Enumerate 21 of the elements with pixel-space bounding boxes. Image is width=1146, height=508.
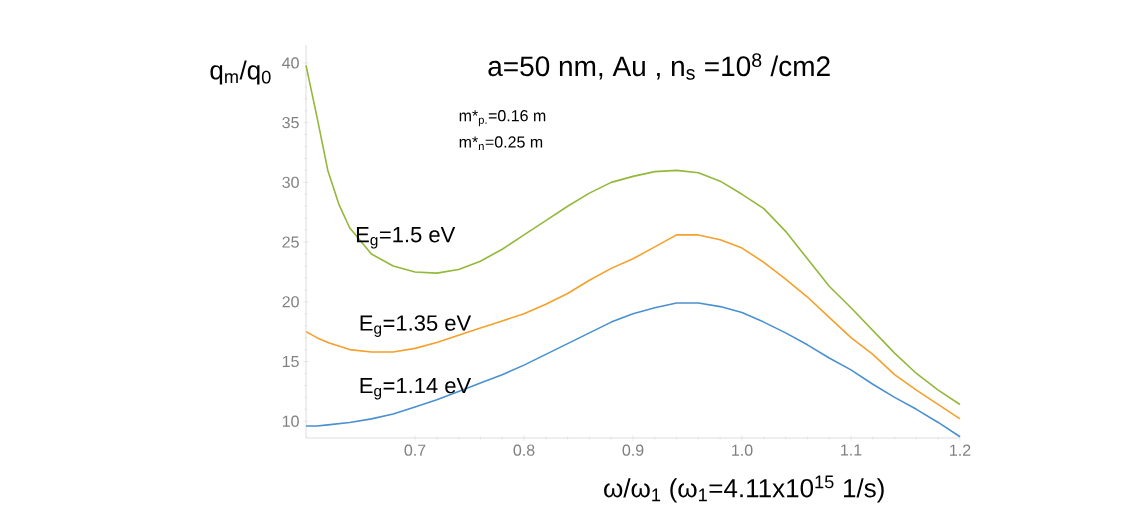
annotation: m*$_{n}$=0.25 m [459, 136, 543, 151]
chart-title: a=50 nm, Au , n$_{s}$ =10$^{8}$ /cm2 [488, 53, 830, 80]
annotation: m*$_{p.}$=0.16 m [459, 110, 546, 127]
x-axis-title: ω/ω$_{1}$ (ω$_{1}$=4.11x10$^{15}$ 1/s) [604, 475, 884, 503]
y-tick-label: 40 [282, 57, 299, 69]
x-tick-label: 1.2 [950, 444, 971, 456]
x-tick-label: 0.7 [404, 444, 426, 456]
x-tick-label: 1.1 [841, 444, 862, 456]
y-tick-label: 25 [282, 236, 299, 248]
y-tick-label: 10 [282, 415, 299, 427]
x-tick-label: 0.9 [622, 444, 644, 456]
y-tick-label: 35 [282, 116, 299, 129]
y-axis-title: q$_{m}$/q$_{0}$ [210, 60, 271, 85]
series-label: E$_{g}$=1.5 eV [356, 227, 456, 249]
y-tick-label: 30 [282, 176, 299, 189]
y-tick-label: 20 [282, 296, 299, 308]
series-label: E$_{g}$=1.14 eV [360, 377, 472, 400]
y-tick-label: 15 [282, 355, 299, 368]
x-tick-label: 0.8 [513, 444, 535, 456]
x-tick-label: 1.0 [732, 444, 753, 456]
series-label: E$_{g}$=1.35 eV [360, 315, 472, 337]
